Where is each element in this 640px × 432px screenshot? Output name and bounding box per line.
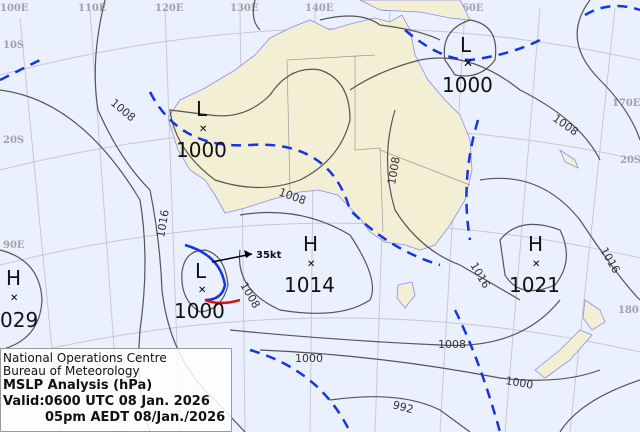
svg-text:1008: 1008 [108, 96, 138, 124]
new-guinea [359, 0, 471, 21]
svg-text:1000: 1000 [504, 374, 534, 392]
wind-arrow [211, 253, 253, 263]
low-north-west: L ✕ 1000 [176, 97, 227, 162]
svg-text:029: 029 [0, 308, 38, 332]
high-tasman: H ✕ 1021 [509, 232, 560, 297]
lat-label: 10S [3, 40, 24, 51]
lat-label: 20S [3, 135, 24, 146]
legend-box: National Operations Centre Bureau of Met… [0, 348, 232, 432]
svg-text:✕: ✕ [532, 259, 540, 270]
svg-text:1014: 1014 [284, 273, 335, 297]
wind-arrowhead [244, 250, 252, 258]
high-bight: H ✕ 1014 [284, 232, 335, 297]
svg-text:1016: 1016 [154, 209, 172, 239]
new-zealand-north [582, 299, 606, 331]
pressure-systems: L✕1000 L✕1000 H✕1014 H✕1021 H✕029 L✕1000 [0, 33, 560, 332]
svg-text:✕: ✕ [199, 124, 207, 135]
legend-valid-local: 05pm AEDT 08/Jan./2026 [45, 410, 226, 425]
new-caledonia [559, 148, 579, 169]
svg-text:1008: 1008 [385, 156, 403, 186]
new-zealand-south [534, 329, 593, 379]
svg-text:1008: 1008 [237, 280, 262, 311]
svg-text:1008: 1008 [550, 112, 580, 139]
svg-text:1008: 1008 [438, 338, 466, 351]
svg-text:1000: 1000 [174, 299, 225, 323]
wind-label: 35kt [256, 250, 282, 261]
lon-label: 140E [305, 3, 334, 14]
lon-label: 110E [78, 3, 107, 14]
lon-label: 100E [0, 3, 29, 14]
svg-text:1000: 1000 [442, 73, 493, 97]
australia [167, 14, 473, 251]
svg-text:H: H [6, 266, 21, 290]
svg-text:1016: 1016 [597, 245, 622, 276]
warm-front [204, 298, 241, 305]
svg-text:H: H [528, 232, 543, 256]
cold-front [184, 243, 227, 302]
legend-organisation: National Operations Centre [3, 351, 167, 365]
svg-text:1021: 1021 [509, 273, 560, 297]
lat-label: 20S [620, 155, 640, 166]
lon-label: 120E [155, 3, 184, 14]
legend-title: MSLP Analysis (hPa) [3, 378, 153, 393]
low-south-west: L ✕ 1000 [174, 259, 225, 323]
fronts: 35kt [184, 243, 282, 305]
lon-label: 160E [455, 3, 484, 14]
lon-label: 130E [230, 3, 259, 14]
svg-text:992: 992 [391, 398, 415, 416]
low-north-east: L✕ 1000 [442, 33, 493, 97]
tasmania [396, 281, 416, 309]
svg-text:✕: ✕ [198, 285, 206, 296]
high-west: H ✕ 029 [0, 266, 38, 332]
svg-text:1016: 1016 [467, 260, 492, 291]
lon-label: 170E [612, 98, 640, 109]
svg-text:L: L [460, 33, 472, 57]
svg-text:✕: ✕ [10, 293, 18, 304]
lon-label: 180 [618, 305, 639, 316]
svg-text:✕: ✕ [463, 56, 473, 70]
landmasses [167, 0, 606, 379]
svg-text:L: L [195, 259, 207, 283]
svg-text:1000: 1000 [295, 352, 323, 365]
lon-label: 90E [3, 240, 25, 251]
troughs [0, 4, 640, 432]
legend-valid-utc: Valid:0600 UTC 08 Jan. 2026 [3, 394, 210, 409]
svg-text:H: H [303, 232, 318, 256]
svg-text:✕: ✕ [307, 259, 315, 270]
svg-text:L: L [196, 97, 208, 121]
legend-agency: Bureau of Meteorology [3, 364, 140, 378]
svg-text:1000: 1000 [176, 138, 227, 162]
